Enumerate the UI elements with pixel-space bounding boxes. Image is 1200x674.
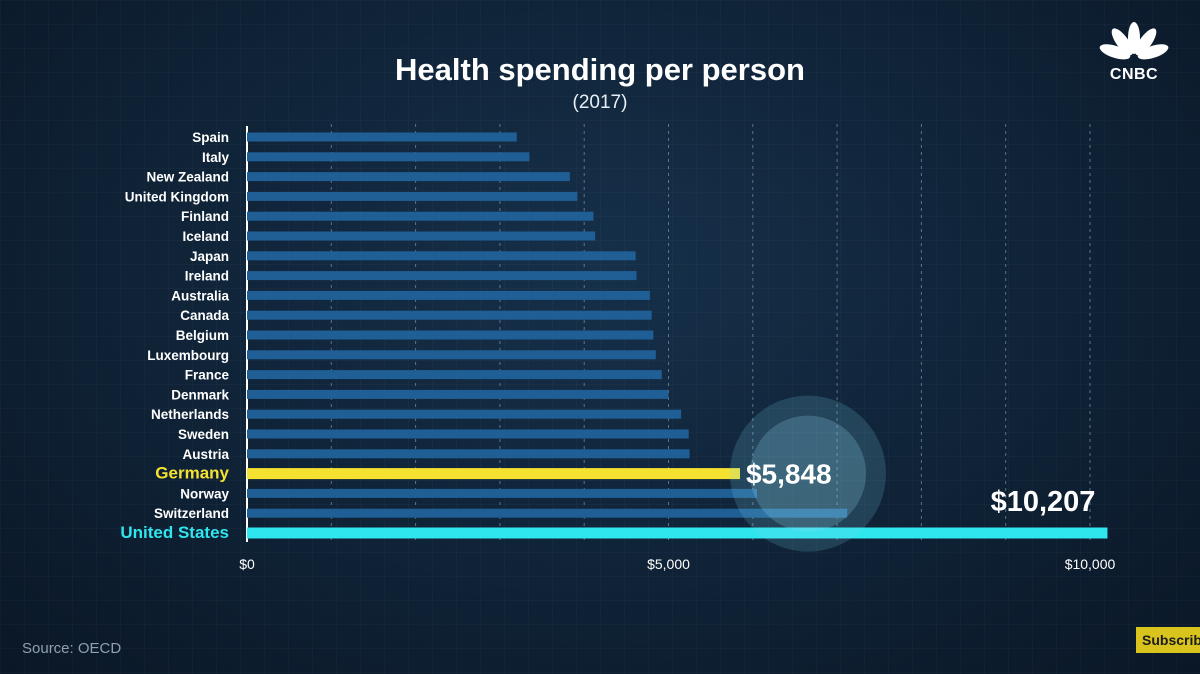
category-label: Italy [202,150,230,165]
category-label: Canada [180,308,229,323]
bar-japan [247,251,636,261]
bar-luxembourg [247,350,656,360]
x-tick-label: $5,000 [647,556,690,572]
bar-ireland [247,271,637,281]
category-label: Luxembourg [147,348,229,363]
bar-germany [247,468,740,480]
chart-title: Health spending per person [395,52,805,87]
category-label: Netherlands [151,407,229,422]
category-label: Finland [181,209,229,224]
value-label-germany: $5,848 [746,459,832,490]
bar-united-states [247,527,1108,539]
category-label: Norway [180,486,229,501]
bar-netherlands [247,409,682,419]
bar-united-kingdom [247,191,578,201]
bar-norway [247,488,758,498]
category-label: Ireland [185,269,229,284]
highlight-glow [729,395,886,552]
bar-spain [247,132,517,142]
bar-iceland [247,231,596,241]
category-label: Iceland [182,229,229,244]
bar-australia [247,290,650,300]
category-label: Belgium [176,328,229,343]
bar-sweden [247,429,689,439]
peacock-logo-icon [1099,22,1169,60]
source-note: Source: OECD [22,640,122,657]
subscribe-button[interactable]: Subscribe [1136,627,1200,653]
bar-italy [247,152,530,162]
logo-text: CNBC [1109,66,1159,83]
bar-belgium [247,330,654,340]
bar-france [247,370,662,380]
category-label: Switzerland [154,506,229,521]
category-label: France [185,368,230,383]
category-label: United Kingdom [125,189,229,204]
x-tick-label: $10,000 [1065,556,1116,572]
bar-austria [247,449,690,459]
category-label: Australia [171,288,229,303]
category-label: United States [120,523,229,542]
x-tick-label: $0 [239,556,255,572]
value-label-united-states: $10,207 [991,486,1096,518]
highlight-glow-inner [749,415,866,532]
category-label: Spain [192,130,229,145]
category-label: New Zealand [146,170,229,185]
bar-new-zealand [247,172,570,182]
bar-finland [247,211,594,221]
category-label: Japan [190,249,229,264]
chart-subtitle: (2017) [572,92,628,113]
bar-switzerland [247,508,848,518]
bar-canada [247,310,652,320]
category-label: Germany [155,464,229,483]
category-label: Austria [182,447,229,462]
category-label: Sweden [178,427,229,442]
category-label: Denmark [171,387,229,402]
bar-denmark [247,389,669,399]
